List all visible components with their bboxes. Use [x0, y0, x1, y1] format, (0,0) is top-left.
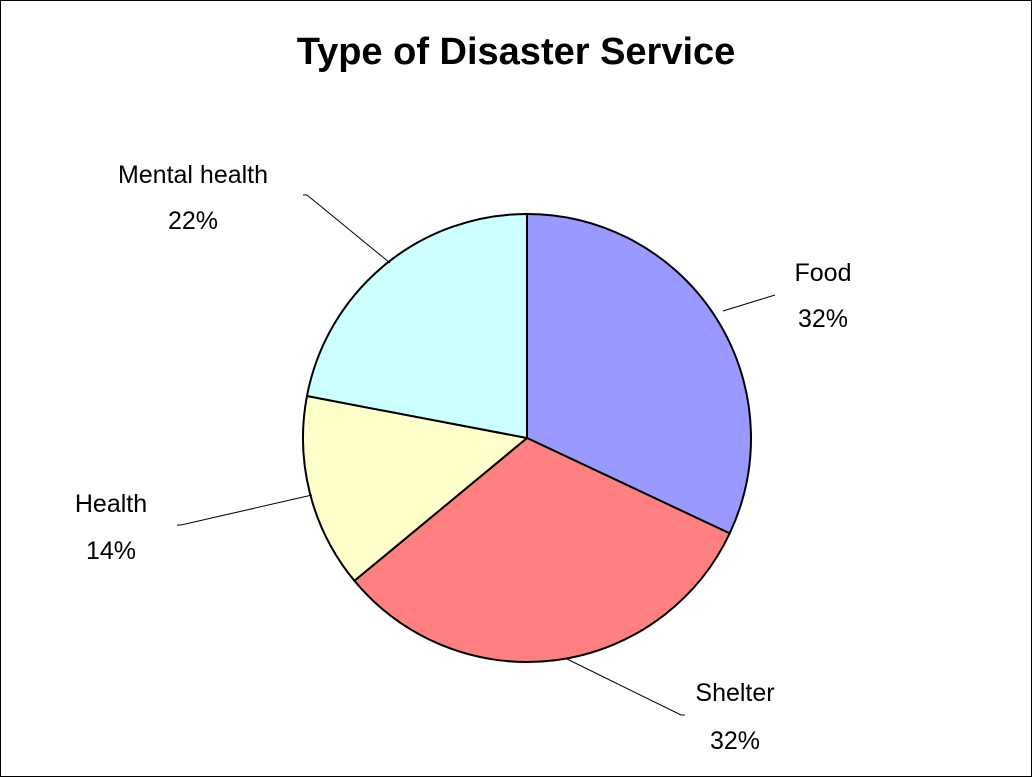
leader-lines — [177, 194, 776, 716]
pie-slices — [302, 213, 752, 663]
slice-label-mental-health-value: 22% — [168, 207, 218, 235]
slice-label-food-value: 32% — [798, 305, 848, 333]
leader-line-mental-health — [303, 194, 391, 264]
chart-title: Type of Disaster Service — [296, 31, 736, 73]
pie-slice-food — [526, 213, 752, 535]
slice-label-shelter-value: 32% — [710, 727, 760, 755]
slice-label-health-category: Health — [75, 490, 147, 518]
slice-label-food-category: Food — [795, 259, 852, 287]
leader-line-shelter — [566, 658, 685, 716]
leader-line-food — [722, 294, 776, 312]
pie-slice-mental-health — [305, 213, 528, 439]
slice-label-mental-health-category: Mental health — [118, 161, 268, 189]
leader-line-health — [177, 494, 313, 526]
pie-slice-health — [302, 395, 528, 582]
slice-label-shelter-category: Shelter — [695, 679, 774, 707]
slice-labels: Food 32% Shelter 32% Health 14% Mental health 2… — [75, 161, 852, 755]
slice-label-health-value: 14% — [86, 537, 136, 565]
pie-slice-shelter — [353, 437, 731, 663]
